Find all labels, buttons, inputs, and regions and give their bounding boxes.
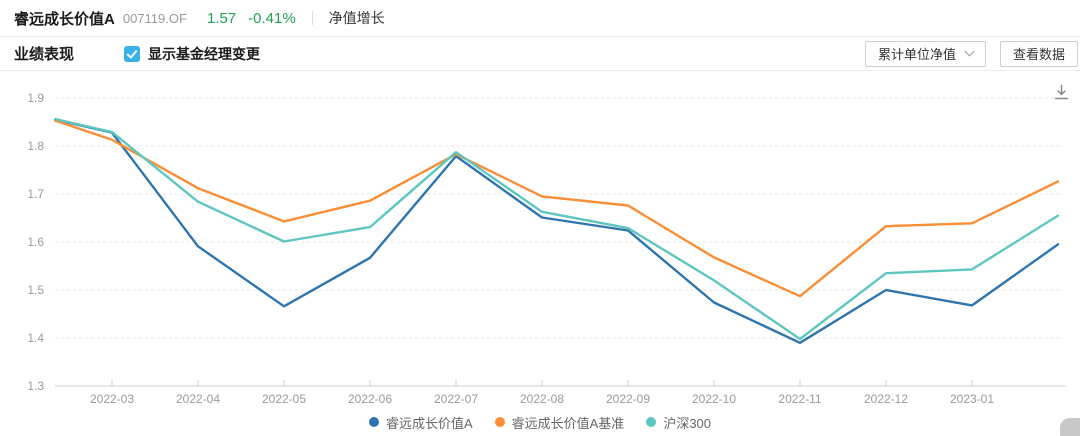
performance-chart-canvas[interactable]: 1.3 1.4 1.5 1.6 1.7 1.8 1.9 2022-03 2022-04 2022-… [0, 71, 1080, 436]
legend-label: 睿远成长价值A [385, 415, 473, 431]
legend-item[interactable]: 睿远成长价值A [368, 413, 473, 432]
view-data-button[interactable]: 查看数据 [999, 40, 1078, 67]
x-axis-label: 2022-09 [606, 392, 650, 406]
chart-legend: 睿远成长价值A 睿远成长价值A基准 沪深300 [0, 412, 1080, 432]
fund-change-percent: -0.41% [248, 9, 296, 27]
x-axis-label: 2022-07 [434, 392, 478, 406]
x-axis-label: 2022-11 [778, 392, 821, 406]
series-line [54, 117, 1060, 341]
tab-performance[interactable]: 业绩表现 [14, 46, 75, 63]
series-line [54, 119, 1060, 298]
chevron-down-icon [964, 46, 975, 57]
fund-code: 007119.OF [122, 10, 187, 26]
download-icon[interactable] [1053, 84, 1070, 106]
legend-label: 睿远成长价值A基准 [511, 415, 625, 431]
legend-label: 沪深300 [663, 415, 712, 431]
fund-nav-value: 1.57 [206, 9, 237, 27]
series-line [54, 118, 1060, 344]
manager-change-checkbox[interactable] [124, 45, 141, 62]
vertical-divider [311, 11, 313, 25]
fund-title: 睿远成长价值A [14, 10, 115, 28]
y-axis-label: 1.7 [27, 187, 44, 201]
x-axis-label: 2022-08 [520, 392, 564, 406]
y-axis-label: 1.5 [27, 283, 44, 297]
nav-type-dropdown-value: 累计单位净值 [877, 47, 956, 62]
header: 睿远成长价值A 007119.OF 1.57 -0.41% 净值增长 [0, 0, 1080, 37]
manager-change-checkbox-label[interactable]: 显示基金经理变更 [148, 45, 261, 62]
x-axis-label: 2023-01 [950, 392, 994, 406]
nav-growth-label: 净值增长 [328, 10, 385, 26]
y-axis-label: 1.6 [27, 235, 44, 249]
x-axis-label: 2022-05 [262, 392, 306, 406]
legend-dot-icon [494, 417, 505, 427]
legend-dot-icon [368, 417, 379, 427]
y-axis-label: 1.3 [27, 379, 44, 393]
x-axis-label: 2022-10 [692, 392, 736, 406]
performance-chart: 1.3 1.4 1.5 1.6 1.7 1.8 1.9 2022-03 2022-04 2022-… [0, 71, 1080, 436]
legend-dot-icon [646, 417, 657, 427]
legend-item[interactable]: 沪深300 [646, 413, 711, 432]
legend-item[interactable]: 睿远成长价值A基准 [494, 413, 625, 432]
y-axis-label: 1.8 [27, 139, 44, 153]
x-axis-label: 2022-12 [864, 392, 908, 406]
y-axis-label: 1.4 [27, 331, 44, 345]
y-axis-label: 1.9 [27, 91, 44, 105]
nav-type-dropdown[interactable]: 累计单位净值 [864, 40, 986, 67]
x-axis-label: 2022-06 [348, 392, 392, 406]
x-axis-label: 2022-03 [90, 392, 134, 406]
toolbar: 业绩表现 显示基金经理变更 累计单位净值 查看数据 [0, 37, 1080, 71]
scroll-corner-button[interactable] [1060, 418, 1080, 436]
x-axis-label: 2022-04 [176, 392, 220, 406]
